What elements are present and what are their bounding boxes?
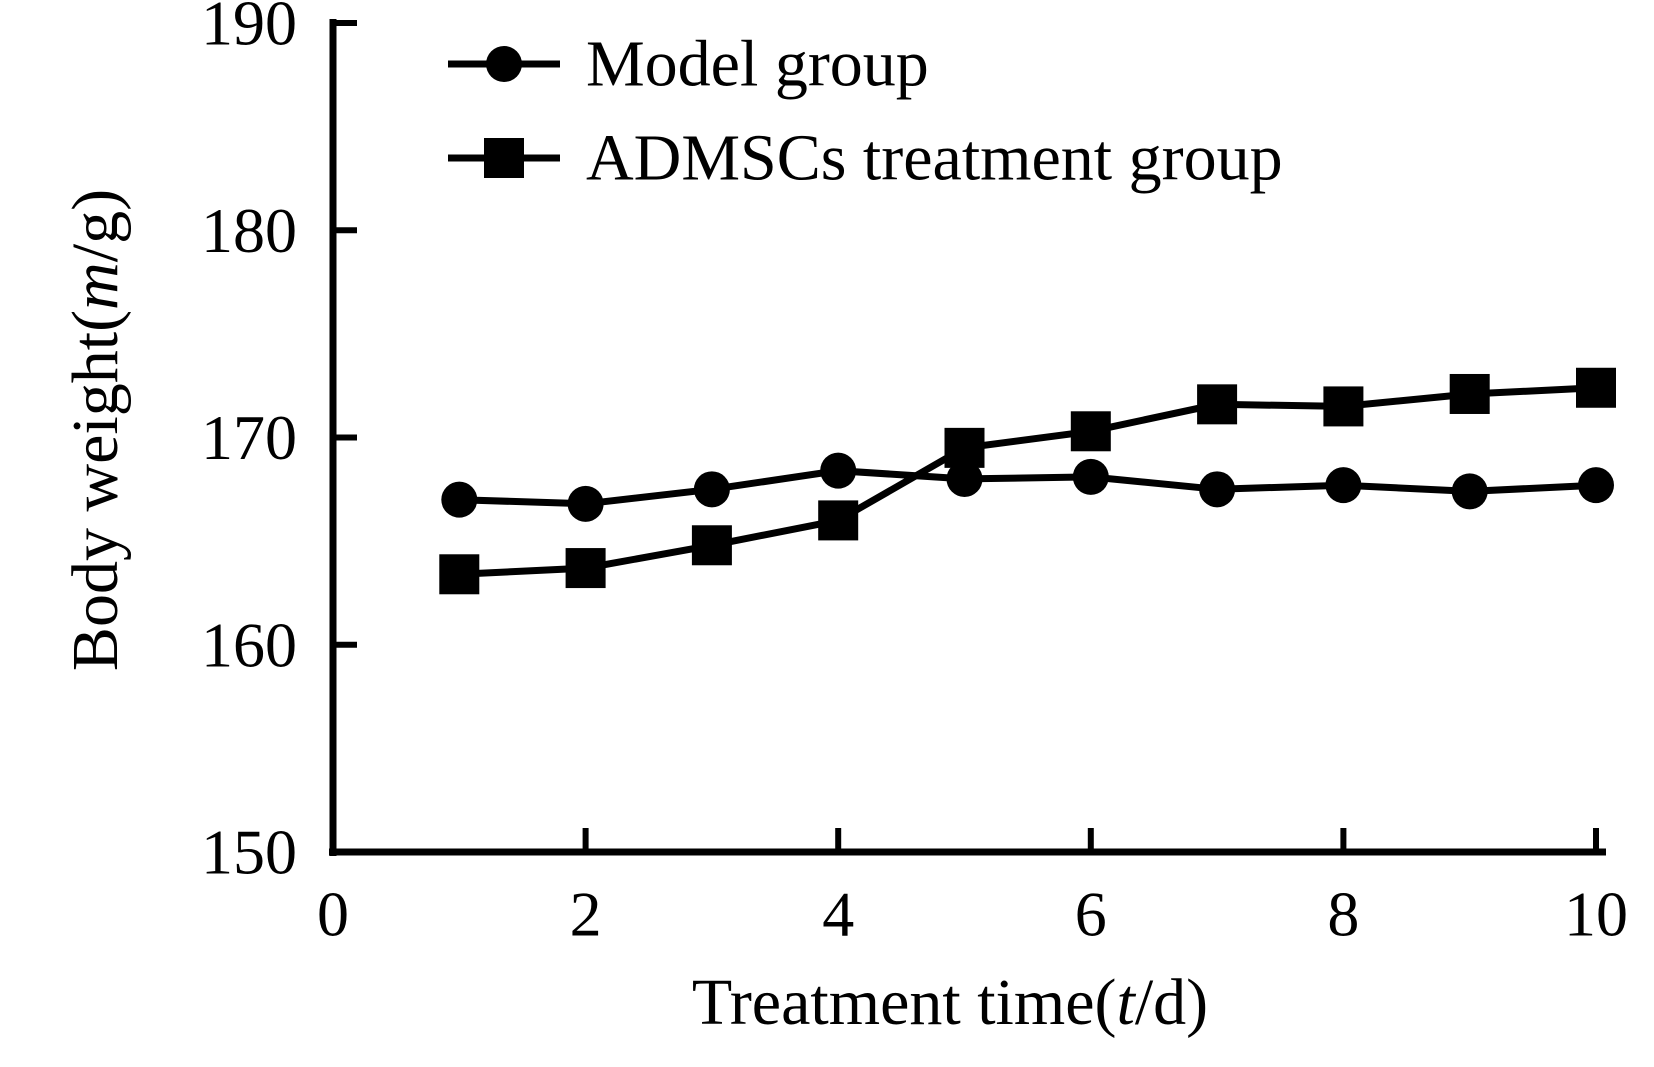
model-group-marker bbox=[1451, 473, 1488, 510]
y-tick-label: 190 bbox=[201, 0, 297, 59]
model-group-marker bbox=[946, 460, 983, 497]
model-group-marker bbox=[820, 452, 857, 489]
admscs-treatment-group-marker bbox=[1449, 373, 1490, 414]
x-tick-label: 6 bbox=[1075, 879, 1107, 950]
legend-square-icon bbox=[484, 138, 524, 178]
admscs-treatment-group-marker bbox=[1197, 384, 1238, 425]
x-tick-label: 2 bbox=[570, 879, 602, 950]
admscs-treatment-group-marker bbox=[944, 427, 985, 468]
x-tick-label: 4 bbox=[822, 879, 854, 950]
admscs-treatment-group-marker bbox=[565, 548, 606, 589]
model-group-marker bbox=[441, 481, 478, 518]
x-tick-label: 10 bbox=[1564, 879, 1628, 950]
model-group-marker bbox=[1578, 467, 1614, 504]
model-group-marker bbox=[693, 471, 730, 508]
legend-circle-icon bbox=[486, 46, 522, 82]
legend-label-admscs-treatment-group: ADMSCs treatment group bbox=[586, 122, 1283, 195]
y-tick-label: 150 bbox=[201, 817, 297, 888]
model-group-marker bbox=[1325, 467, 1362, 504]
x-tick-label: 0 bbox=[317, 879, 349, 950]
y-tick-label: 170 bbox=[201, 402, 297, 473]
model-group-marker bbox=[1199, 471, 1236, 508]
admscs-treatment-group-marker bbox=[1576, 367, 1616, 408]
admscs-treatment-group-marker bbox=[1323, 386, 1364, 427]
model-group-marker bbox=[1072, 458, 1109, 495]
admscs-treatment-group-line bbox=[459, 384, 1597, 578]
admscs-treatment-group-marker bbox=[691, 525, 732, 566]
model-group-line bbox=[459, 467, 1597, 508]
admscs-treatment-group-marker bbox=[439, 554, 480, 595]
y-axis-label: Body weight(m/g) bbox=[59, 189, 132, 671]
y-tick-label: 180 bbox=[201, 195, 297, 266]
legend-label-model-group: Model group bbox=[586, 28, 929, 101]
y-tick-label: 160 bbox=[201, 609, 297, 680]
x-axis-label: Treatment time(t/d) bbox=[692, 966, 1208, 1039]
model-group-marker bbox=[567, 485, 604, 522]
admscs-treatment-group-marker bbox=[818, 500, 859, 541]
admscs-treatment-group-marker bbox=[1070, 411, 1111, 452]
x-tick-label: 8 bbox=[1327, 879, 1359, 950]
